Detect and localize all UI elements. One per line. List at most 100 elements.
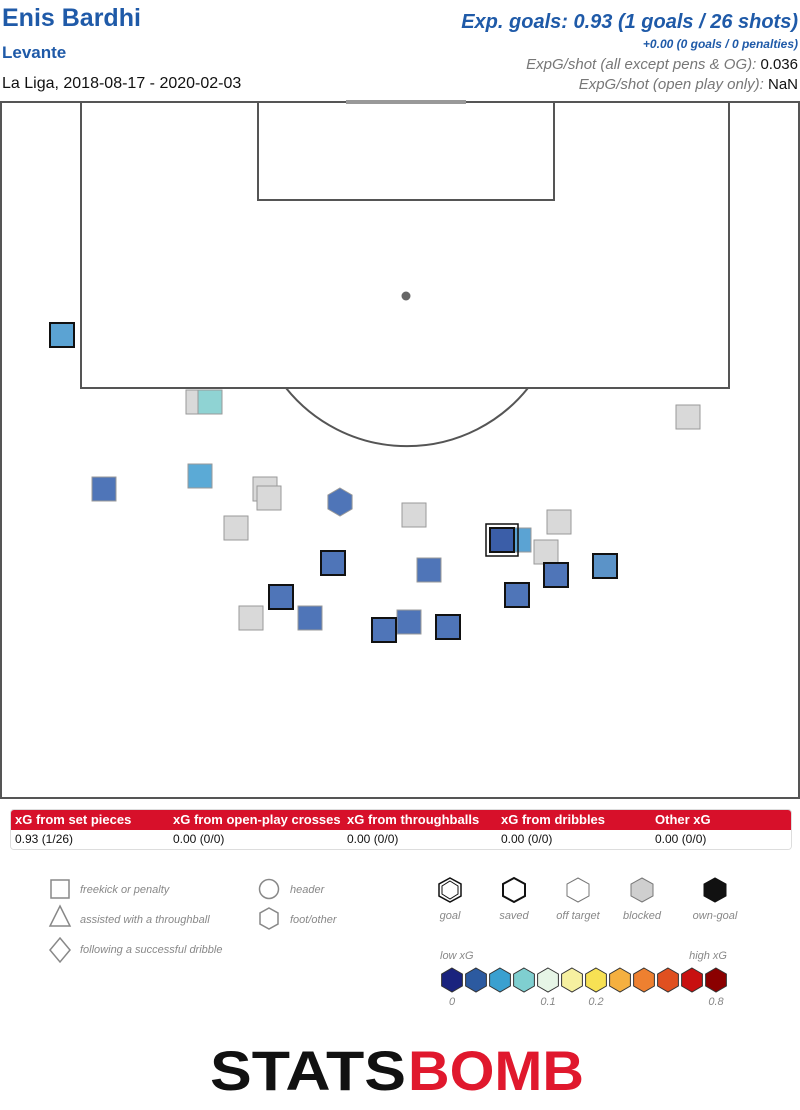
shot-map: [0, 100, 800, 799]
legend-label: goal: [440, 910, 461, 922]
scale-swatch: [681, 967, 703, 993]
scale-swatch: [561, 967, 583, 993]
blocked-icon: [630, 877, 654, 903]
scale-swatch: [657, 967, 679, 993]
penalty-summary: +0.00 (0 goals / 0 penalties): [642, 37, 798, 51]
legend-label: own-goal: [693, 910, 738, 922]
shot-marker: [268, 584, 294, 610]
table-header: xG from dribbles: [501, 812, 606, 827]
legend-label: header: [290, 884, 326, 896]
shot-marker: [223, 515, 249, 541]
legend: freekick or penalty header assisted with…: [48, 876, 738, 1008]
table-cell: 0.00 (0/0): [173, 832, 225, 846]
square-icon: [50, 879, 70, 899]
pitch-outline: [0, 101, 800, 799]
table-header: Other xG: [655, 812, 711, 827]
legend-label: off target: [556, 910, 600, 922]
scale-tick: 0.1: [540, 996, 555, 1008]
penalty-spot: [401, 291, 411, 301]
xg-color-scale: [441, 967, 727, 993]
off-target-icon: [566, 877, 590, 903]
hexagon-icon: [259, 907, 279, 930]
scale-swatch: [585, 967, 607, 993]
legend-label: foot/other: [290, 914, 338, 926]
competition-dates: La Liga, 2018-08-17 - 2020-02-03: [2, 75, 242, 92]
shot-marker: [256, 485, 282, 511]
scale-tick: 0.2: [588, 996, 603, 1008]
shot-marker: [489, 527, 515, 553]
six-yard-box: [257, 101, 555, 201]
shot-marker: [49, 322, 75, 348]
shot-marker: [91, 476, 117, 502]
shot-marker: [675, 404, 701, 430]
scale-swatch: [489, 967, 511, 993]
shot-marker: [187, 463, 213, 489]
penalty-area: [80, 101, 730, 389]
shot-marker: [533, 539, 559, 565]
saved-icon: [502, 876, 526, 904]
shot-marker: [592, 553, 618, 579]
shot-marker: [416, 557, 442, 583]
table-row: 0.93 (1/26) 0.00 (0/0) 0.00 (0/0) 0.00 (…: [11, 830, 791, 849]
shot-marker: [371, 617, 397, 643]
scale-tick: 0: [449, 996, 456, 1008]
xg-breakdown-table: xG from set pieces xG from open-play cro…: [10, 809, 792, 850]
scale-swatch: [537, 967, 559, 993]
scale-swatch: [705, 967, 727, 993]
shot-marker: [297, 605, 323, 631]
table-header-row: xG from set pieces xG from open-play cro…: [11, 810, 791, 830]
shot-marker: [320, 550, 346, 576]
xg-per-shot-value: 0.036: [760, 56, 798, 73]
pitch-lines: [0, 101, 800, 799]
table-cell: 0.00 (0/0): [501, 832, 553, 846]
triangle-icon: [48, 904, 72, 927]
table-header: xG from open-play crosses: [173, 812, 341, 827]
scale-swatch: [441, 967, 463, 993]
logo-text-bomb: BOMB: [408, 1040, 584, 1100]
penalty-arc: [285, 387, 529, 448]
scale-swatch: [513, 967, 535, 993]
table-cell: 0.00 (0/0): [347, 832, 399, 846]
scale-tick: 0.8: [708, 996, 724, 1008]
legend-label: following a successful dribble: [80, 944, 222, 956]
circle-icon: [258, 878, 280, 900]
logo-text-stats: STATS: [210, 1040, 406, 1100]
scale-swatch: [465, 967, 487, 993]
xg-summary: Exp. goals: 0.93 (1 goals / 26 shots): [461, 11, 798, 33]
xg-per-shot-open: ExpG/shot (open play only): NaN: [579, 76, 798, 93]
xg-per-shot-open-label: ExpG/shot (open play only):: [578, 76, 764, 93]
goal-marker-ring: [485, 523, 519, 557]
shot-marker: [504, 582, 530, 608]
table-header: xG from throughballs: [347, 812, 480, 827]
statsbomb-logo-svg: STATS BOMB: [210, 1040, 584, 1100]
high-xg-label: high xG: [689, 950, 727, 962]
legend-label: saved: [499, 910, 529, 922]
shot-marker: [197, 389, 223, 415]
shot-marker: [396, 609, 422, 635]
xg-per-shot-open-value: NaN: [767, 76, 798, 93]
table-header: xG from set pieces: [15, 812, 132, 827]
shot-marker: [238, 605, 264, 631]
statsbomb-logo: STATS BOMB: [0, 1040, 800, 1105]
shot-marker: [546, 509, 572, 535]
shots: [49, 322, 701, 643]
low-xg-label: low xG: [440, 950, 474, 962]
table-cell: 0.00 (0/0): [655, 832, 707, 846]
goal-icon: [438, 877, 462, 903]
shot-marker: [401, 502, 427, 528]
diamond-icon: [49, 936, 71, 964]
player-name: Enis Bardhi: [2, 4, 141, 32]
own-goal-icon: [703, 877, 727, 903]
xg-per-shot-label: ExpG/shot (all except pens & OG):: [526, 56, 757, 73]
shot-marker: [543, 562, 569, 588]
team-name: Levante: [2, 43, 67, 62]
shot-marker: [327, 487, 353, 517]
scale-swatch: [633, 967, 655, 993]
legend-label: freekick or penalty: [80, 884, 171, 896]
shot-marker: [435, 614, 461, 640]
scale-swatch: [609, 967, 631, 993]
xg-per-shot: ExpG/shot (all except pens & OG): 0.036: [526, 56, 798, 73]
legend-label: assisted with a throughball: [80, 914, 210, 926]
legend-label: blocked: [623, 910, 662, 922]
table-cell: 0.93 (1/26): [15, 832, 74, 846]
